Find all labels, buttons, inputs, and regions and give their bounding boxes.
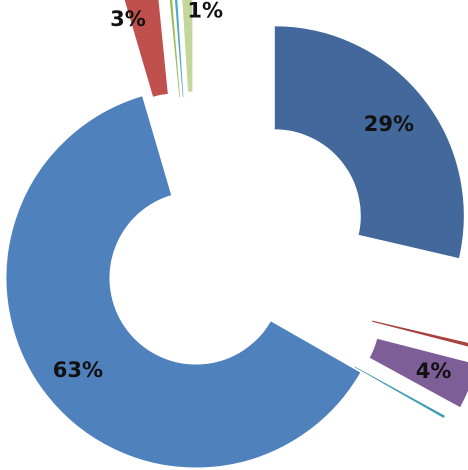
slice-label-3: 4% [416, 359, 452, 383]
slice-label-9: 1% [187, 0, 223, 22]
labels-layer: 29% 4% 63% 3% 1% [53, 0, 452, 383]
slice-label-5: 63% [53, 358, 103, 382]
donut-slice-9 [181, 0, 194, 93]
slice-label-6: 3% [110, 7, 146, 31]
donut-slice-6 [123, 0, 169, 98]
donut-slice-4 [352, 365, 447, 420]
donut-slice-5 [5, 95, 362, 469]
donut-slice-3 [368, 337, 468, 409]
donut-slice-8 [173, 0, 185, 99]
slices-layer [5, 0, 468, 469]
donut-slice-1 [273, 25, 465, 260]
donut-slice-2 [370, 319, 468, 348]
donut-slice-7 [168, 0, 182, 99]
slice-label-1: 29% [364, 112, 414, 136]
